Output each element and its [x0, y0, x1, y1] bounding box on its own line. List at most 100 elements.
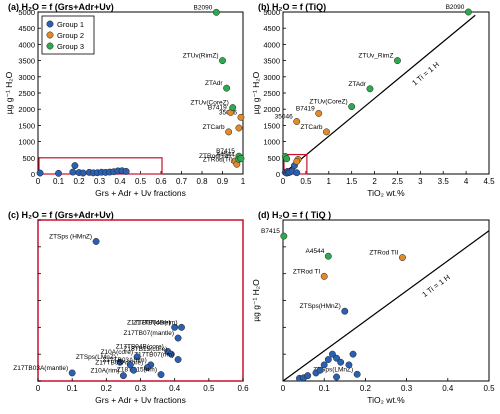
y-tick-label: 2500 — [18, 89, 35, 98]
x-axis-label: TiO₂ wt.% — [367, 188, 405, 198]
x-tick-label: 0 — [281, 384, 286, 393]
data-point — [36, 169, 44, 177]
data-label: ZTAdr — [348, 81, 366, 88]
x-tick-label: 0.3 — [135, 384, 147, 393]
data-point — [333, 373, 341, 381]
x-tick-label: 0.1 — [67, 384, 79, 393]
data-label: B7419 — [296, 105, 315, 112]
data-point — [235, 124, 243, 132]
y-tick-label: 2000 — [18, 105, 35, 114]
data-label: Z17TB03A(rim) — [102, 357, 146, 364]
legend-marker — [46, 42, 54, 50]
data-point — [174, 356, 182, 363]
data-point — [71, 162, 79, 170]
x-tick-label: 0.7 — [176, 177, 188, 186]
reference-line-label: 1 Ti = 1 H — [410, 60, 441, 88]
data-label: Z17TB03A(core) — [95, 360, 143, 367]
data-point — [337, 358, 345, 366]
data-label: Z17TB04B(core) — [116, 343, 164, 350]
x-tick-label: 0.4 — [442, 384, 454, 393]
data-point — [316, 366, 324, 374]
data-label: Z17TB03A(mantle) — [13, 365, 68, 372]
chart-title: (a) H₂O = f (Grs+Adr+Uv) — [8, 2, 114, 12]
data-label: ZTUv(CoreZ) — [309, 99, 347, 106]
x-tick-label: 2 — [372, 177, 377, 186]
data-point — [304, 372, 312, 380]
data-point — [122, 167, 130, 175]
data-point — [92, 238, 100, 245]
x-tick-label: 0.6 — [155, 177, 167, 186]
data-point — [171, 323, 179, 331]
data-label: ZTRod TII — [369, 250, 398, 257]
chart-title: (b) H₂O = f (TiQ) — [258, 2, 326, 12]
data-point — [320, 361, 328, 369]
data-point — [157, 371, 165, 379]
x-tick-label: 4.5 — [483, 177, 495, 186]
x-tick-label: 0 — [281, 177, 286, 186]
y-tick-label: 500 — [22, 154, 35, 163]
data-point — [345, 361, 353, 369]
data-label: Z18TB15(core) — [124, 346, 168, 353]
data-label: B2090 — [446, 4, 465, 11]
y-tick-label: 0 — [276, 170, 280, 179]
data-point — [353, 370, 361, 378]
data-label: B7415 — [261, 228, 280, 235]
data-label: ZTUv_RimZ — [358, 53, 393, 60]
data-point — [237, 113, 245, 121]
x-tick-label: 0.5 — [203, 384, 215, 393]
y-tick-label: 3000 — [18, 73, 35, 82]
y-tick-label: 0 — [31, 170, 35, 179]
x-tick-label: 0.2 — [101, 384, 113, 393]
y-tick-label: 2000 — [263, 105, 280, 114]
x-tick-label: 0.4 — [169, 384, 181, 393]
data-point — [333, 354, 341, 362]
legend-entry: Group 2 — [57, 31, 84, 40]
data-point — [323, 128, 330, 136]
data-point — [315, 109, 323, 117]
data-point — [324, 356, 332, 363]
data-label: A4544 — [216, 151, 235, 158]
data-point — [293, 169, 301, 177]
data-label: B2090 — [194, 4, 213, 11]
plot-frame — [282, 219, 490, 382]
y-tick-label: 3000 — [263, 73, 280, 82]
x-tick-label: 1.5 — [346, 177, 358, 186]
data-point — [69, 168, 77, 176]
data-point — [348, 103, 356, 111]
x-tick-label: 0.2 — [73, 177, 85, 186]
x-tick-label: 0.8 — [196, 177, 208, 186]
x-tick-label: 0 — [36, 384, 41, 393]
y-tick-label: 4500 — [263, 24, 280, 33]
data-label: B7415 — [216, 148, 235, 155]
data-label: ZTAdr — [205, 80, 223, 87]
data-point — [68, 369, 76, 377]
data-point — [293, 118, 301, 125]
data-label: Z17TB07(core) — [127, 319, 171, 326]
data-point — [212, 8, 220, 16]
x-tick-label: 0.5 — [300, 177, 312, 186]
y-tick-label: 1500 — [263, 121, 280, 130]
y-tick-label: 4000 — [263, 40, 280, 49]
y-axis-label: µg g⁻¹ H₂O — [251, 71, 261, 114]
data-point — [219, 57, 226, 65]
data-point — [366, 85, 374, 93]
data-point — [133, 353, 141, 361]
data-label: ZTCarb — [203, 124, 225, 131]
y-tick-label: 2500 — [263, 89, 280, 98]
data-point — [341, 307, 349, 315]
chart-panel-2: (b) H₂O = f (TiQ) 0 0.5 1 1.5 2 2.5 3 3.5 4 4.5 0 50… — [251, 2, 495, 198]
y-tick-label: 500 — [267, 154, 280, 163]
y-tick-label: 1000 — [263, 138, 280, 147]
x-tick-label: 0.1 — [319, 384, 331, 393]
data-point — [393, 57, 401, 65]
plot-frame — [282, 11, 490, 175]
x-axis-label: TiO₂ wt.% — [367, 395, 405, 405]
x-tick-label: 0.6 — [237, 384, 249, 393]
y-axis-label: µg g⁻¹ H₂O — [251, 279, 261, 322]
legend-entry: Group 1 — [57, 20, 84, 29]
data-point — [328, 350, 336, 358]
chart-panel-3: (c) H₂O = f (Grs+Adr+Uv) 0 0.1 0.2 0.3 0.4 0.5… — [8, 210, 249, 405]
data-point — [79, 169, 87, 177]
data-label: B7419 — [208, 104, 227, 111]
data-label: Z17TB07(mantle) — [124, 330, 175, 337]
